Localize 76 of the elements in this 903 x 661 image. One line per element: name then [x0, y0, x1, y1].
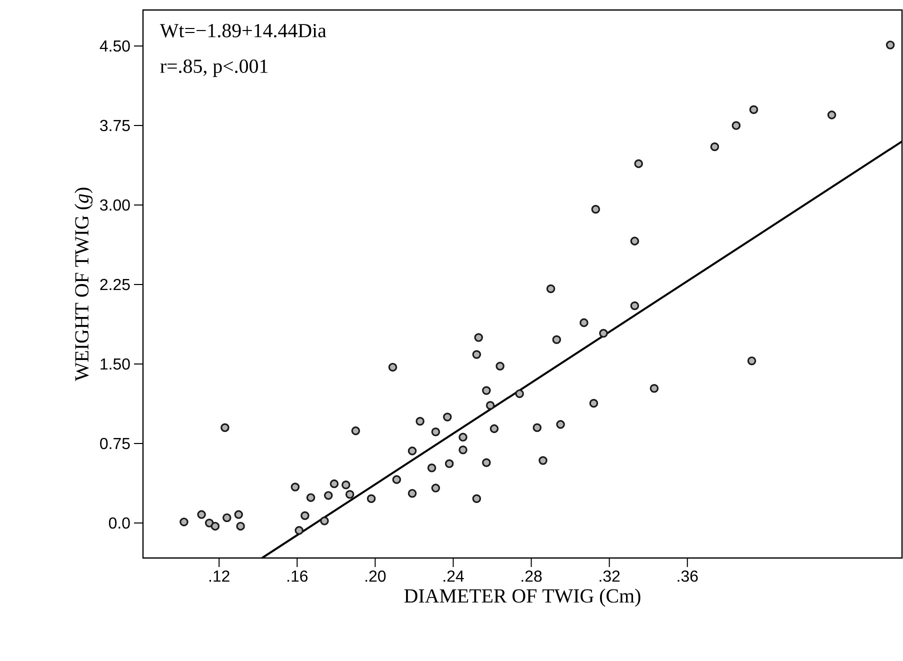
- x-tick-label: .24: [444, 570, 464, 582]
- y-tick-label: 3.00: [100, 199, 130, 211]
- point: [650, 384, 659, 393]
- y-tick-label: 1.50: [100, 358, 130, 370]
- point: [294, 526, 304, 535]
- point: [300, 511, 310, 520]
- x-tick-label: .32: [600, 570, 620, 582]
- point: [234, 510, 243, 519]
- y-tick-label: 2.25: [100, 278, 130, 290]
- point: [210, 522, 220, 531]
- point: [515, 389, 524, 398]
- point: [482, 386, 491, 395]
- point: [330, 479, 339, 488]
- point: [474, 333, 483, 342]
- point: [320, 516, 329, 526]
- annotation: r=.85, p<.001: [160, 60, 268, 77]
- point: [444, 459, 454, 468]
- x-tick-label: .36: [678, 570, 698, 582]
- y-tick-label: 4.50: [100, 40, 130, 52]
- y-tick-label: 3.75: [100, 120, 130, 132]
- point: [580, 318, 588, 328]
- point: [599, 328, 608, 338]
- point: [388, 362, 398, 372]
- point: [408, 446, 417, 456]
- point: [486, 400, 495, 410]
- point: [546, 284, 556, 294]
- point: [886, 40, 895, 50]
- point: [472, 350, 482, 359]
- point: [324, 491, 333, 500]
- point: [630, 301, 640, 310]
- point: [392, 475, 402, 484]
- point: [431, 484, 440, 492]
- point: [591, 204, 600, 214]
- point: [538, 456, 548, 465]
- point: [827, 110, 836, 120]
- x-axis-title: DIAMETER OF TWIG (Cm): [404, 588, 640, 607]
- point: [589, 398, 598, 408]
- point: [532, 423, 542, 432]
- point: [222, 513, 232, 522]
- point: [556, 420, 565, 429]
- point: [747, 356, 756, 366]
- x-tick-label: .28: [522, 570, 542, 582]
- x-tick-label: .12: [209, 570, 230, 582]
- point: [630, 236, 640, 246]
- point: [236, 522, 245, 531]
- y-axis-title: WEIGHT OF TWIG (g): [74, 188, 93, 382]
- point: [496, 362, 504, 371]
- point: [443, 412, 452, 422]
- point: [416, 416, 424, 426]
- point: [458, 445, 468, 454]
- point: [366, 494, 376, 504]
- point: [290, 482, 300, 492]
- point: [342, 480, 350, 490]
- x-tick-label: .16: [288, 570, 308, 582]
- point: [634, 159, 643, 168]
- point: [490, 424, 499, 434]
- point: [472, 494, 482, 504]
- point: [306, 493, 316, 502]
- x-tick-label: .20: [366, 570, 386, 582]
- point: [220, 423, 230, 432]
- point: [552, 335, 562, 344]
- point: [482, 458, 491, 467]
- point: [732, 121, 741, 130]
- point: [427, 464, 436, 472]
- point: [749, 105, 758, 114]
- point: [710, 142, 720, 152]
- point: [431, 427, 440, 436]
- point: [180, 518, 188, 526]
- point: [351, 426, 360, 436]
- point: [458, 432, 468, 442]
- y-tick-label: 0.75: [100, 438, 130, 450]
- point: [408, 488, 417, 498]
- y-tick-label: 0.0: [108, 517, 130, 529]
- point: [345, 490, 354, 499]
- annotation: Wt=−1.89+14.44Dia: [160, 24, 326, 38]
- point: [197, 510, 206, 519]
